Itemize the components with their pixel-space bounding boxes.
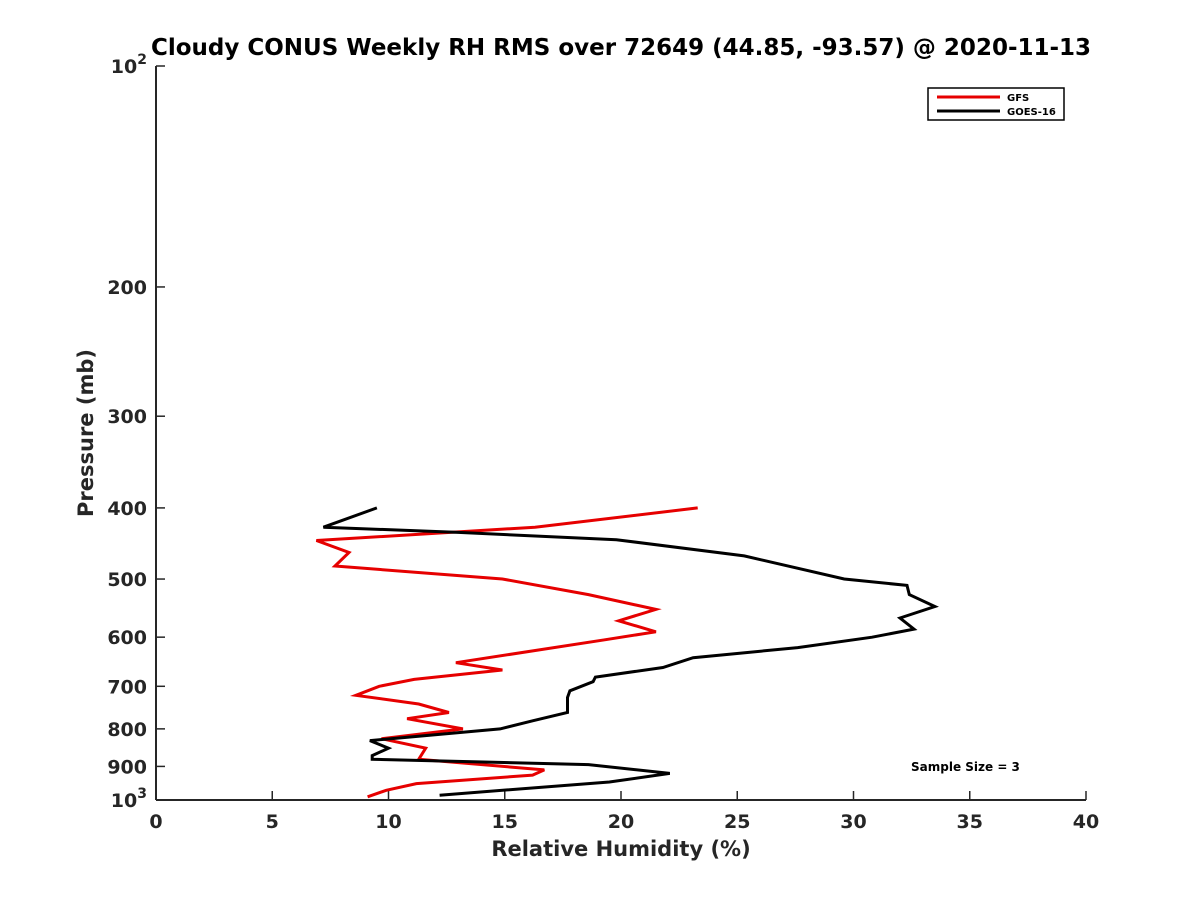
legend-box — [927, 87, 1065, 121]
sample-size-annotation: Sample Size = 3 — [911, 760, 1020, 774]
x-tick-label: 35 — [957, 811, 983, 833]
y-tick-label: 300 — [107, 406, 147, 428]
y-axis-label: Pressure (mb) — [74, 349, 98, 517]
x-axis-label: Relative Humidity (%) — [491, 837, 750, 861]
y-tick-label: 600 — [107, 627, 147, 649]
y-tick-label: 103 — [111, 786, 147, 812]
x-tick-label: 15 — [492, 811, 518, 833]
y-tick-label: 500 — [107, 569, 147, 591]
x-tick-label: 40 — [1073, 811, 1099, 833]
x-tick-label: 5 — [266, 811, 279, 833]
x-tick-label: 30 — [840, 811, 866, 833]
x-tick-label: 20 — [608, 811, 634, 833]
chart-title: Cloudy CONUS Weekly RH RMS over 72649 (4… — [151, 35, 1091, 61]
legend-label-gfs: GFS — [1007, 93, 1029, 104]
x-tick-label: 25 — [724, 811, 750, 833]
y-tick-label: 102 — [111, 52, 147, 78]
y-tick-label: 900 — [107, 756, 147, 778]
y-tick-label: 200 — [107, 277, 147, 299]
legend-label-goes-16: GOES-16 — [1007, 107, 1056, 118]
y-tick-label: 800 — [107, 719, 147, 741]
y-tick-label: 400 — [107, 498, 147, 520]
x-tick-label: 0 — [149, 811, 162, 833]
y-tick-label: 700 — [107, 676, 147, 698]
x-tick-label: 10 — [375, 811, 401, 833]
plot-area: 0 5 10 15 20 25 30 35 40 102 200 300 400 500 600 700 800… — [107, 52, 1099, 833]
series-line-goes-16 — [322, 506, 939, 797]
legend: GFS GOES-16 — [927, 87, 1065, 121]
series-line-gfs — [315, 506, 698, 799]
